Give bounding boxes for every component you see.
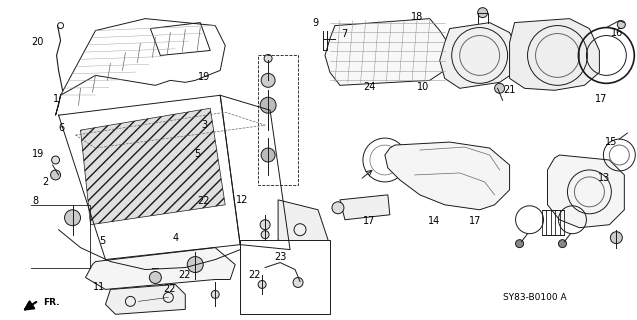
- Text: 5: 5: [194, 148, 201, 159]
- Text: 20: 20: [32, 37, 44, 47]
- Text: 22: 22: [178, 270, 191, 280]
- Text: 3: 3: [201, 120, 207, 130]
- Circle shape: [260, 97, 276, 113]
- Text: 12: 12: [236, 195, 248, 205]
- Polygon shape: [106, 284, 185, 314]
- Circle shape: [211, 291, 219, 298]
- Circle shape: [261, 148, 275, 162]
- Text: 24: 24: [363, 82, 375, 92]
- Circle shape: [494, 83, 505, 93]
- Text: 22: 22: [197, 196, 210, 206]
- Text: 19: 19: [32, 148, 44, 159]
- Text: 21: 21: [503, 85, 515, 95]
- Polygon shape: [150, 23, 210, 55]
- Text: 19: 19: [197, 72, 210, 82]
- Circle shape: [149, 271, 161, 284]
- Text: 15: 15: [605, 138, 617, 148]
- Text: 16: 16: [611, 28, 623, 37]
- Circle shape: [515, 240, 524, 248]
- Text: 17: 17: [595, 94, 607, 104]
- Text: 22: 22: [163, 284, 175, 294]
- Polygon shape: [510, 19, 599, 90]
- Text: 4: 4: [173, 233, 178, 243]
- Text: 6: 6: [58, 123, 64, 133]
- Text: 9: 9: [312, 18, 318, 28]
- Circle shape: [264, 54, 272, 62]
- Polygon shape: [85, 248, 235, 289]
- FancyBboxPatch shape: [240, 240, 330, 314]
- Text: 10: 10: [417, 82, 429, 92]
- Circle shape: [258, 280, 266, 288]
- Circle shape: [610, 232, 622, 244]
- Polygon shape: [325, 19, 450, 85]
- Text: 18: 18: [411, 12, 423, 22]
- Text: 17: 17: [363, 216, 376, 226]
- Circle shape: [559, 240, 566, 248]
- Circle shape: [50, 170, 61, 180]
- Polygon shape: [385, 142, 510, 210]
- Text: SY83-B0100 A: SY83-B0100 A: [503, 293, 566, 302]
- Text: 8: 8: [32, 196, 39, 206]
- Circle shape: [260, 220, 270, 230]
- Circle shape: [261, 231, 269, 239]
- Text: 7: 7: [341, 29, 347, 39]
- Polygon shape: [278, 200, 328, 255]
- Text: 5: 5: [99, 236, 106, 246]
- Text: FR.: FR.: [43, 298, 60, 307]
- Polygon shape: [547, 155, 624, 228]
- Text: 23: 23: [274, 252, 287, 262]
- Text: 22: 22: [248, 270, 261, 280]
- Text: 1: 1: [53, 94, 59, 104]
- Polygon shape: [80, 108, 225, 225]
- Circle shape: [293, 277, 303, 287]
- Text: 13: 13: [598, 172, 610, 182]
- Circle shape: [187, 257, 203, 273]
- Circle shape: [617, 20, 626, 28]
- Circle shape: [478, 8, 488, 18]
- Circle shape: [52, 156, 60, 164]
- Circle shape: [332, 202, 344, 214]
- Circle shape: [57, 23, 64, 28]
- Polygon shape: [440, 23, 520, 88]
- Circle shape: [261, 73, 275, 87]
- Text: 17: 17: [469, 216, 482, 226]
- Circle shape: [64, 210, 80, 226]
- Text: 11: 11: [93, 283, 105, 292]
- Polygon shape: [340, 195, 390, 220]
- Text: 2: 2: [42, 177, 48, 187]
- Text: 14: 14: [428, 216, 440, 226]
